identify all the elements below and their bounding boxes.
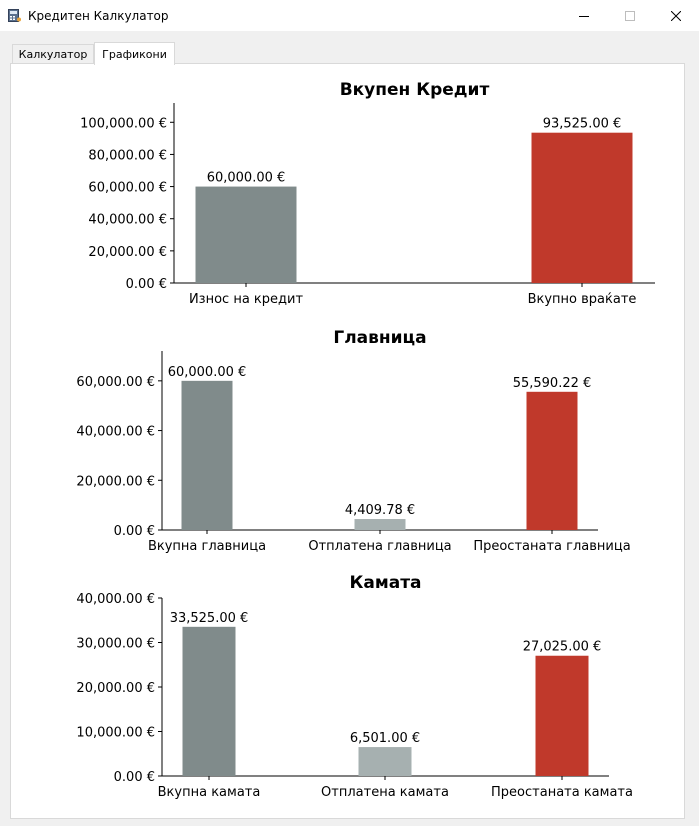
bar	[535, 655, 589, 776]
y-tick-label: 0.00 €	[114, 770, 155, 785]
bar	[195, 186, 297, 283]
y-tick-label: 40,000.00 €	[76, 425, 155, 440]
bar-value-label: 6,501.00 €	[350, 731, 420, 746]
title-bar: Кредитен Калкулатор	[0, 0, 699, 31]
y-tick-label: 20,000.00 €	[88, 245, 167, 260]
x-tick-label: Отплатена камата	[321, 785, 449, 800]
x-tick-label: Вкупна главница	[148, 539, 266, 554]
x-tick-label: Преостаната главница	[473, 539, 630, 554]
close-icon	[671, 10, 681, 21]
maximize-button[interactable]	[607, 0, 653, 31]
chart-title: Главница	[333, 328, 426, 348]
tab-charts[interactable]: Графикони	[94, 42, 175, 65]
y-tick-label: 30,000.00 €	[76, 637, 155, 652]
charts-canvas: Вкупен Кредит 0.00 € 20,000.00 € 40,000.00 …	[76, 80, 655, 800]
bar	[182, 626, 236, 776]
y-tick-label: 20,000.00 €	[76, 681, 155, 696]
y-tick-label: 60,000.00 €	[76, 375, 155, 390]
y-tick-label: 20,000.00 €	[76, 474, 155, 489]
bar	[181, 380, 233, 530]
calculator-icon	[8, 9, 21, 22]
y-tick-label: 40,000.00 €	[76, 592, 155, 607]
bar	[354, 519, 406, 530]
x-tick-label: Вкупна камата	[158, 785, 261, 800]
bar-value-label: 4,409.78 €	[345, 503, 415, 518]
bar-value-label: 55,590.22 €	[513, 376, 592, 391]
bar-value-label: 60,000.00 €	[168, 365, 247, 380]
maximize-icon	[625, 10, 635, 21]
bar-value-label: 60,000.00 €	[207, 171, 286, 186]
y-tick-label: 40,000.00 €	[88, 213, 167, 228]
x-tick-label: Износ на кредит	[189, 292, 304, 307]
y-tick-label: 0.00 €	[126, 277, 167, 292]
minimize-icon	[579, 15, 589, 17]
y-tick-label: 60,000.00 €	[88, 181, 167, 196]
y-tick-label: 100,000.00 €	[80, 116, 167, 131]
x-tick-label: Преостаната камата	[491, 785, 633, 800]
x-tick-label: Отплатена главница	[308, 539, 451, 554]
window-title: Кредитен Калкулатор	[28, 9, 169, 23]
y-tick-label: 80,000.00 €	[88, 148, 167, 163]
bar-value-label: 33,525.00 €	[170, 611, 249, 626]
bar-value-label: 27,025.00 €	[523, 640, 602, 655]
close-button[interactable]	[653, 0, 699, 31]
bar	[526, 391, 578, 530]
x-tick-label: Вкупно враќате	[528, 292, 637, 307]
tab-calculator[interactable]: Калкулатор	[12, 44, 94, 63]
chart-title: Камата	[349, 573, 421, 593]
bar	[358, 747, 412, 776]
y-tick-label: 10,000.00 €	[76, 726, 155, 741]
charts-panel: Вкупен Кредит 0.00 € 20,000.00 € 40,000.00 …	[10, 63, 685, 819]
bar-value-label: 93,525.00 €	[543, 117, 622, 132]
bar	[531, 132, 633, 283]
y-tick-label: 0.00 €	[114, 524, 155, 539]
minimize-button[interactable]	[561, 0, 607, 31]
chart-title: Вкупен Кредит	[340, 80, 490, 100]
